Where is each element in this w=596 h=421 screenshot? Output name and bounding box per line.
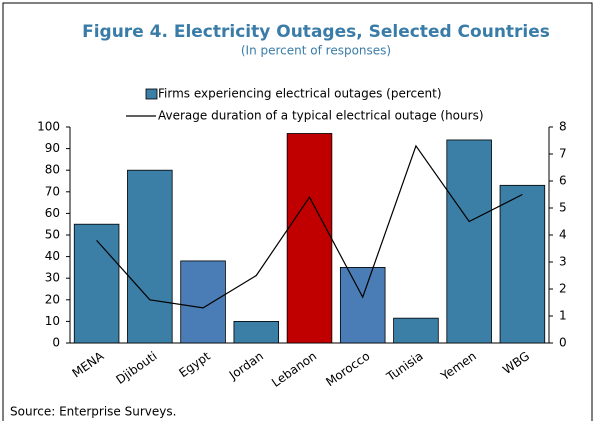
- y-tick-label: 10: [45, 314, 60, 328]
- y-tick-label: 50: [45, 228, 60, 242]
- legend-label: Average duration of a typical electrical…: [158, 109, 484, 123]
- legend-swatch: [145, 88, 158, 100]
- y-tick-label: 80: [45, 163, 60, 177]
- y-tick-label: 40: [45, 249, 60, 263]
- source-note: Source: Enterprise Surveys.: [10, 405, 176, 419]
- y-tick-label: 0: [52, 336, 60, 350]
- bar: [339, 266, 386, 344]
- y-tick-label: 70: [45, 184, 60, 198]
- chart-subtitle: (In percent of responses): [241, 44, 391, 58]
- y2-tick-label: 5: [559, 201, 567, 215]
- y2-tick-label: 7: [559, 147, 567, 161]
- bar: [180, 260, 226, 344]
- x-tick-label: Djibouti: [113, 349, 159, 387]
- y2-tick-label: 6: [559, 174, 567, 188]
- y2-tick-label: 2: [559, 282, 567, 296]
- y-tick-label: 60: [45, 206, 60, 220]
- bar: [233, 320, 280, 344]
- y2-tick-label: 8: [559, 120, 567, 134]
- bar: [286, 133, 333, 344]
- x-tick-label: Egypt: [176, 349, 213, 380]
- y-tick-label: 100: [37, 120, 60, 134]
- x-tick-label: MENA: [70, 348, 107, 380]
- x-tick-label: WBG: [500, 349, 532, 377]
- y2-tick-label: 4: [559, 228, 567, 242]
- x-tick-label: Morocco: [323, 349, 372, 389]
- bar: [127, 169, 173, 344]
- line: [96, 144, 523, 309]
- x-tick-label: Yemen: [437, 349, 478, 384]
- y2-tick-label: 0: [559, 336, 567, 350]
- y-tick-label: 30: [45, 271, 60, 285]
- bar: [499, 184, 546, 344]
- bar: [446, 139, 492, 344]
- x-tick-label: Lebanon: [269, 349, 319, 390]
- y-tick-label: 90: [45, 141, 60, 155]
- bar: [73, 223, 120, 344]
- chart-title: Figure 4. Electricity Outages, Selected …: [82, 22, 550, 42]
- bar: [393, 317, 439, 344]
- x-tick-label: Tunisia: [383, 349, 425, 385]
- y2-tick-label: 3: [559, 255, 567, 269]
- y-tick-label: 20: [45, 292, 60, 306]
- legend-label: Firms experiencing electrical outages (p…: [158, 87, 442, 101]
- y2-tick-label: 1: [559, 309, 567, 323]
- x-tick-label: Jordan: [226, 349, 266, 383]
